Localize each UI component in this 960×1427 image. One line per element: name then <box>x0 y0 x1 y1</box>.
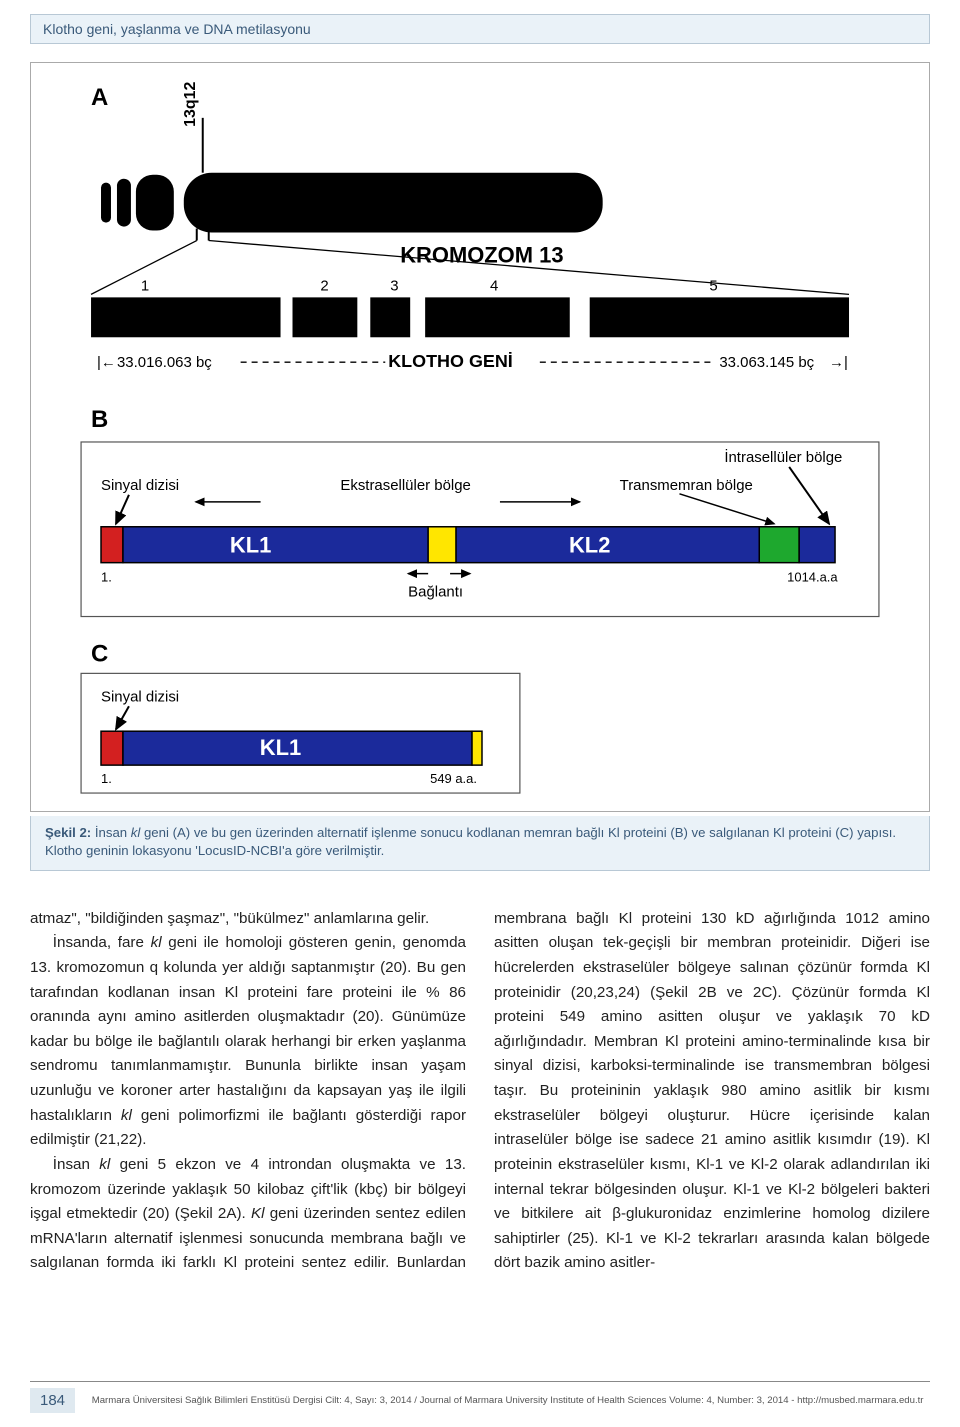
exon-label-1: 1 <box>141 277 149 294</box>
pos-end-c: 549 a.a. <box>430 771 477 786</box>
p2i1: kl <box>151 934 162 951</box>
page-number: 184 <box>30 1388 75 1413</box>
panel-a-label: A <box>91 84 108 111</box>
para-1: atmaz", "bildiğinden şaşmaz", "bükülmez"… <box>30 907 466 932</box>
kl1-label-b: KL1 <box>230 533 271 558</box>
kl1-label-c: KL1 <box>260 735 301 760</box>
signal-label-b: Sinyal dizisi <box>101 477 179 494</box>
exon-label-2: 2 <box>320 277 328 294</box>
page-header-title: Klotho geni, yaşlanma ve DNA metilasyonu <box>43 21 311 37</box>
exon-track: 1 2 3 4 5 <box>91 277 849 337</box>
link-label: Bağlantı <box>408 584 463 601</box>
pos-start-c: 1. <box>101 771 112 786</box>
page-header: Klotho geni, yaşlanma ve DNA metilasyonu <box>30 14 930 44</box>
para-2: İnsanda, fare kl geni ile homoloji göste… <box>30 931 466 1153</box>
gene-range: |← 33.016.063 bç KLOTHO GENİ 33.063.145 … <box>97 351 848 371</box>
p2b: geni ile homoloji gösteren genin, genomd… <box>30 934 466 1123</box>
page-footer: 184 Marmara Üniversitesi Sağlık Bilimler… <box>30 1381 930 1413</box>
p2i2: kl <box>121 1107 132 1124</box>
caption-body1: İnsan <box>91 825 131 840</box>
range-start-marker: |← <box>97 354 116 371</box>
extra-label: Ekstrasellüler bölge <box>340 477 471 494</box>
range-end-marker: →| <box>829 354 848 371</box>
figure-container: A 13q12 KROMOZOM 13 1 2 3 <box>30 62 930 871</box>
p3a: İnsan <box>53 1156 99 1173</box>
p2a: İnsanda, fare <box>53 934 151 951</box>
p3i2: Kl <box>251 1205 265 1222</box>
caption-i1: kl <box>131 825 141 840</box>
signal-label-c: Sinyal dizisi <box>101 688 179 705</box>
panel-c-label: C <box>91 640 108 667</box>
gene-end-label: 33.063.145 bç <box>719 354 814 371</box>
chrom-band-label: 13q12 <box>182 82 199 127</box>
caption-lead: Şekil 2: <box>45 825 91 840</box>
kl2-label-b: KL2 <box>569 533 610 558</box>
exon-label-5: 5 <box>709 277 717 294</box>
article-body: atmaz", "bildiğinden şaşmaz", "bükülmez"… <box>30 907 930 1276</box>
figure-caption: Şekil 2: İnsan kl geni (A) ve bu gen üze… <box>30 816 930 871</box>
footer-text: Marmara Üniversitesi Sağlık Bilimleri En… <box>92 1395 924 1406</box>
panel-b-label: B <box>91 406 108 433</box>
protein-b-bar: KL1 KL2 <box>101 527 835 563</box>
p3i1: kl <box>99 1156 110 1173</box>
exon-label-4: 4 <box>490 277 498 294</box>
exon-label-3: 3 <box>390 277 398 294</box>
intra-label: İntrasellüler bölge <box>724 448 842 466</box>
gene-start-label: 33.016.063 bç <box>117 354 212 371</box>
gene-name-label: KLOTHO GENİ <box>388 351 513 371</box>
caption-body2: geni (A) ve bu gen üzerinden alternatif … <box>45 825 896 858</box>
trans-label: Transmemran bölge <box>620 477 753 494</box>
p1a: atmaz", "bildiğinden şaşmaz", "bükülmez"… <box>30 910 429 927</box>
chromosome-ideogram: 13q12 <box>101 82 603 241</box>
protein-c-bar: KL1 <box>101 731 482 765</box>
pos-end-b: 1014.a.a <box>787 570 838 585</box>
pos-start-b: 1. <box>101 570 112 585</box>
figure-2-svg: A 13q12 KROMOZOM 13 1 2 3 <box>30 62 930 812</box>
